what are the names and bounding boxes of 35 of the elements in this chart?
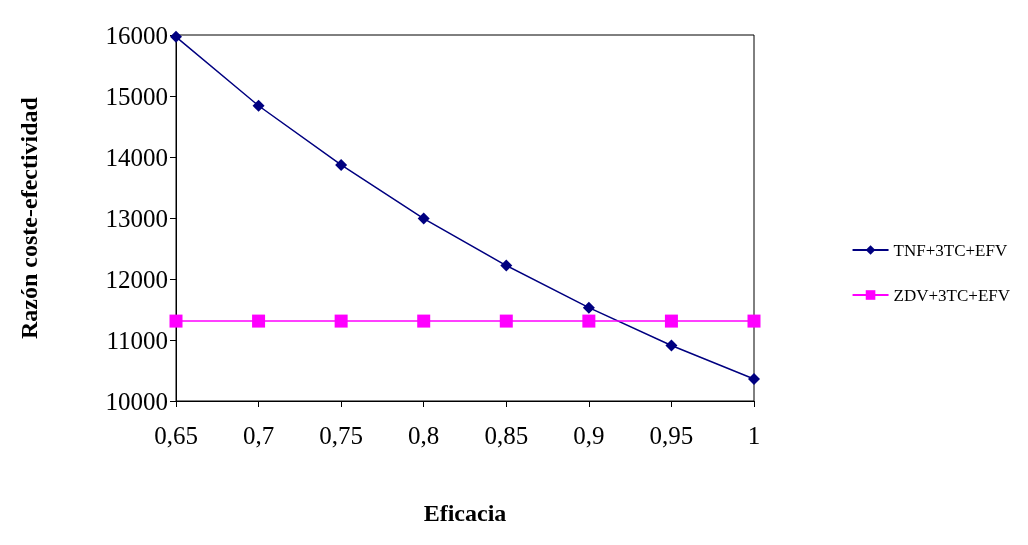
x-tick-label: 0,65 — [154, 422, 198, 449]
point — [664, 314, 678, 328]
point — [582, 301, 595, 314]
x-tick-label: 1 — [747, 422, 761, 449]
y-tick-label: 14000 — [105, 143, 168, 171]
point — [665, 339, 678, 352]
y-tick-label: 12000 — [105, 265, 168, 293]
point — [747, 314, 761, 328]
point — [169, 314, 183, 328]
point — [252, 99, 265, 112]
point — [499, 314, 513, 328]
x-tick-label: 0,85 — [484, 422, 529, 449]
y-axis-title: Razón coste-efectividad — [16, 96, 42, 339]
legend-label: TNF+3TC+EFV — [893, 240, 1008, 260]
point — [500, 259, 513, 272]
legend-label: ZDV+3TC+EFV — [893, 285, 1011, 305]
point — [748, 373, 760, 386]
point — [417, 314, 431, 328]
y-tick-label: 11000 — [106, 326, 168, 354]
point — [582, 314, 596, 328]
x-tick-label: 0,8 — [408, 422, 440, 449]
y-tick-label: 16000 — [105, 21, 168, 49]
y-tick-label: 13000 — [105, 204, 168, 232]
point — [252, 314, 266, 328]
point — [334, 314, 348, 328]
point — [335, 158, 348, 171]
point — [170, 30, 182, 43]
x-axis-title: Eficacia — [423, 500, 507, 526]
x-tick-label: 0,7 — [242, 422, 275, 449]
x-tick-label: 0,95 — [649, 422, 694, 449]
y-tick-label: 15000 — [105, 82, 168, 110]
point — [417, 212, 430, 225]
x-tick-label: 0,75 — [319, 422, 364, 449]
y-tick-label: 10000 — [105, 387, 168, 415]
x-tick-label: 0,9 — [573, 422, 605, 449]
